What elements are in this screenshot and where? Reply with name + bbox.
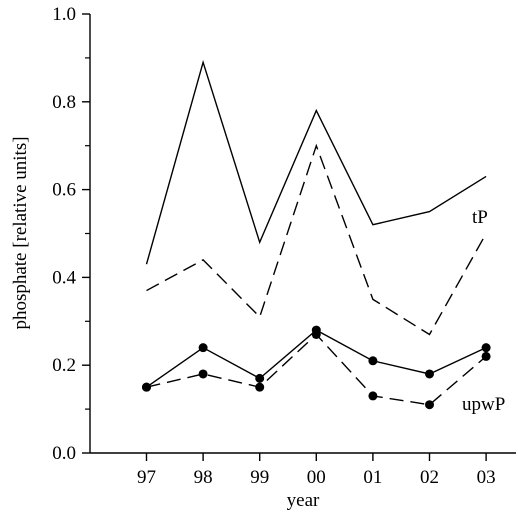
series-2-point (481, 343, 491, 353)
series-3-point (425, 400, 434, 410)
series-3-point (255, 382, 265, 392)
series-line-3 (146, 333, 487, 406)
series-3-point (142, 382, 151, 392)
x-tick-label: 03 (477, 467, 496, 488)
series-3-point (311, 329, 321, 339)
series-2-point (368, 356, 378, 366)
annotation-upwp: upwP (462, 394, 505, 415)
y-tick-label: 0.0 (52, 443, 76, 464)
series-2-point (425, 369, 434, 379)
x-tick-label: 99 (250, 467, 269, 488)
y-tick-label: 0.4 (52, 267, 76, 288)
series-2-point (255, 373, 265, 383)
series-2-point (198, 343, 208, 353)
series-3-point (198, 369, 208, 379)
x-tick-label: 98 (194, 467, 213, 488)
y-tick-label: 0.8 (52, 92, 76, 113)
annotation-tp: tP (472, 207, 488, 228)
series-3-point (481, 351, 491, 361)
y-tick-label: 0.6 (52, 180, 76, 201)
series-group (142, 59, 491, 410)
y-axis-title: phosphate [relative units] (10, 136, 31, 329)
series-line-1 (146, 143, 487, 336)
y-tick-label: 1.0 (52, 4, 76, 25)
x-tick-label: 00 (307, 467, 326, 488)
x-tick-label: 01 (363, 467, 382, 488)
y-tick-label: 0.2 (52, 355, 76, 376)
series-3-point (368, 391, 378, 401)
series-line-0 (145, 59, 487, 265)
axes: 0.0 0.2 0.4 0.6 0.8 1.0 97 98 99 00 01 02 03 (52, 4, 516, 488)
x-axis-title: year (287, 490, 320, 511)
x-tick-label: 97 (137, 467, 156, 488)
x-tick-label: 02 (420, 467, 439, 488)
